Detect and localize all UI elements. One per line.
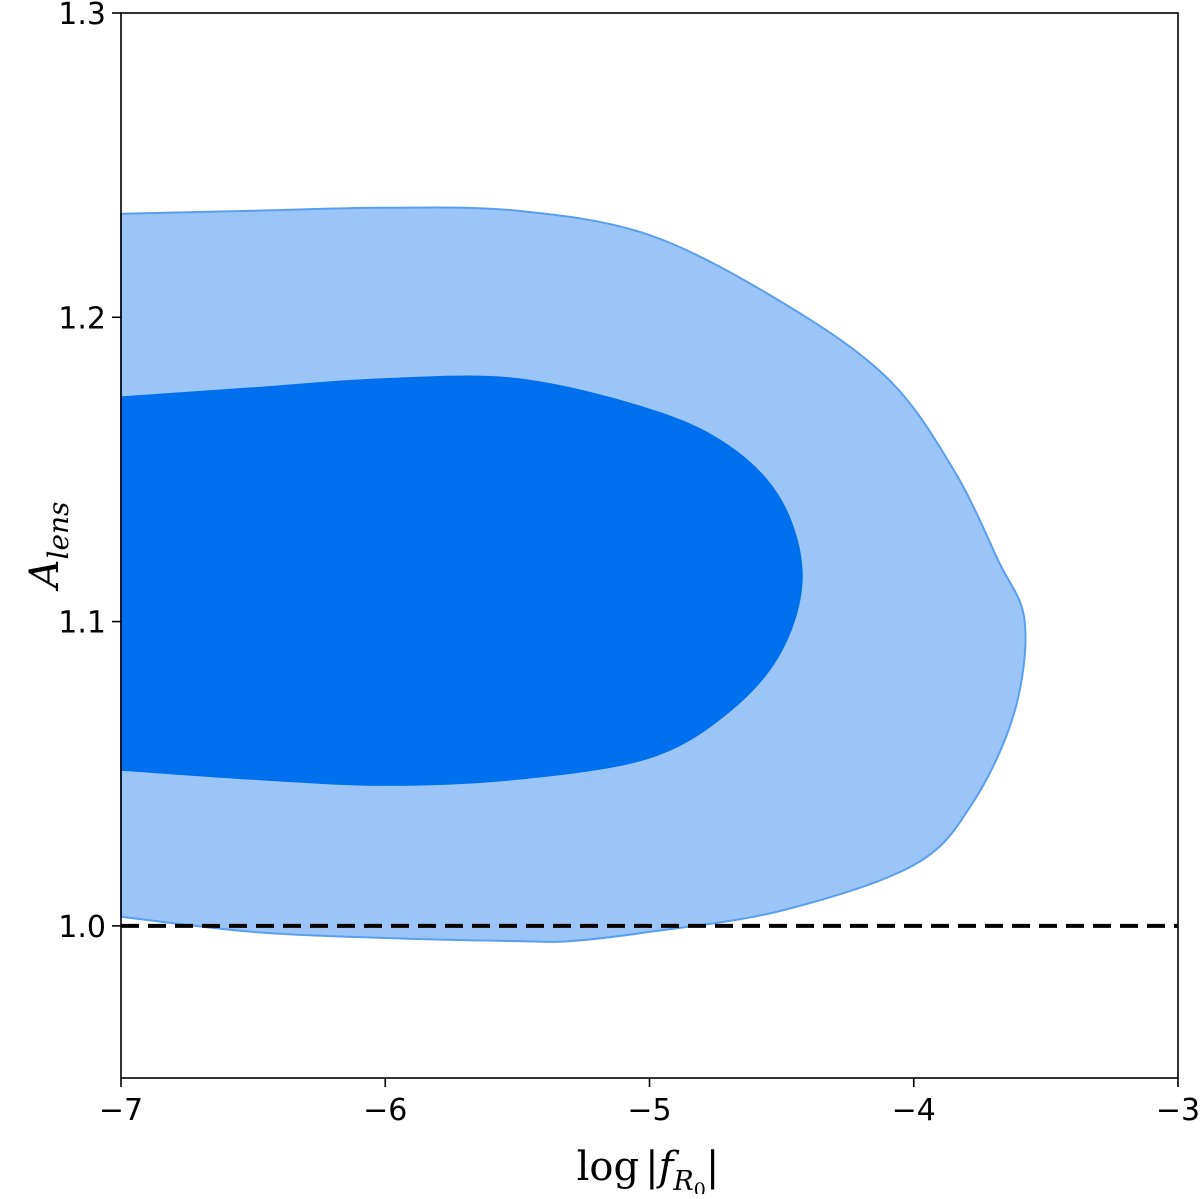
x-axis-label-log: log	[577, 1144, 639, 1190]
x-tick-label: −6	[363, 1093, 407, 1128]
x-axis-label: log |fR0|	[577, 1144, 720, 1194]
y-axis-label: Alens	[22, 502, 75, 593]
x-tick-label: −3	[1156, 1093, 1200, 1128]
y-axis-ticks: 1.0 1.1 1.2 1.3	[58, 0, 121, 945]
y-axis-label-sub: lens	[42, 502, 75, 560]
y-axis-label-main: A	[22, 560, 68, 593]
y-tick-label: 1.0	[58, 910, 106, 945]
x-tick-label: −7	[99, 1093, 143, 1128]
y-tick-label: 1.3	[58, 0, 106, 32]
x-axis-ticks: −7 −6 −5 −4 −3	[99, 1078, 1200, 1128]
contour-regions	[120, 206, 1027, 943]
y-tick-label: 1.1	[58, 606, 106, 641]
x-tick-label: −4	[892, 1093, 936, 1128]
x-axis-label-sub: R	[672, 1166, 693, 1194]
x-axis-label-subsub: 0	[694, 1179, 706, 1194]
x-tick-label: −5	[627, 1093, 671, 1128]
inner-confidence-region	[121, 375, 803, 786]
y-tick-label: 1.2	[58, 301, 106, 336]
